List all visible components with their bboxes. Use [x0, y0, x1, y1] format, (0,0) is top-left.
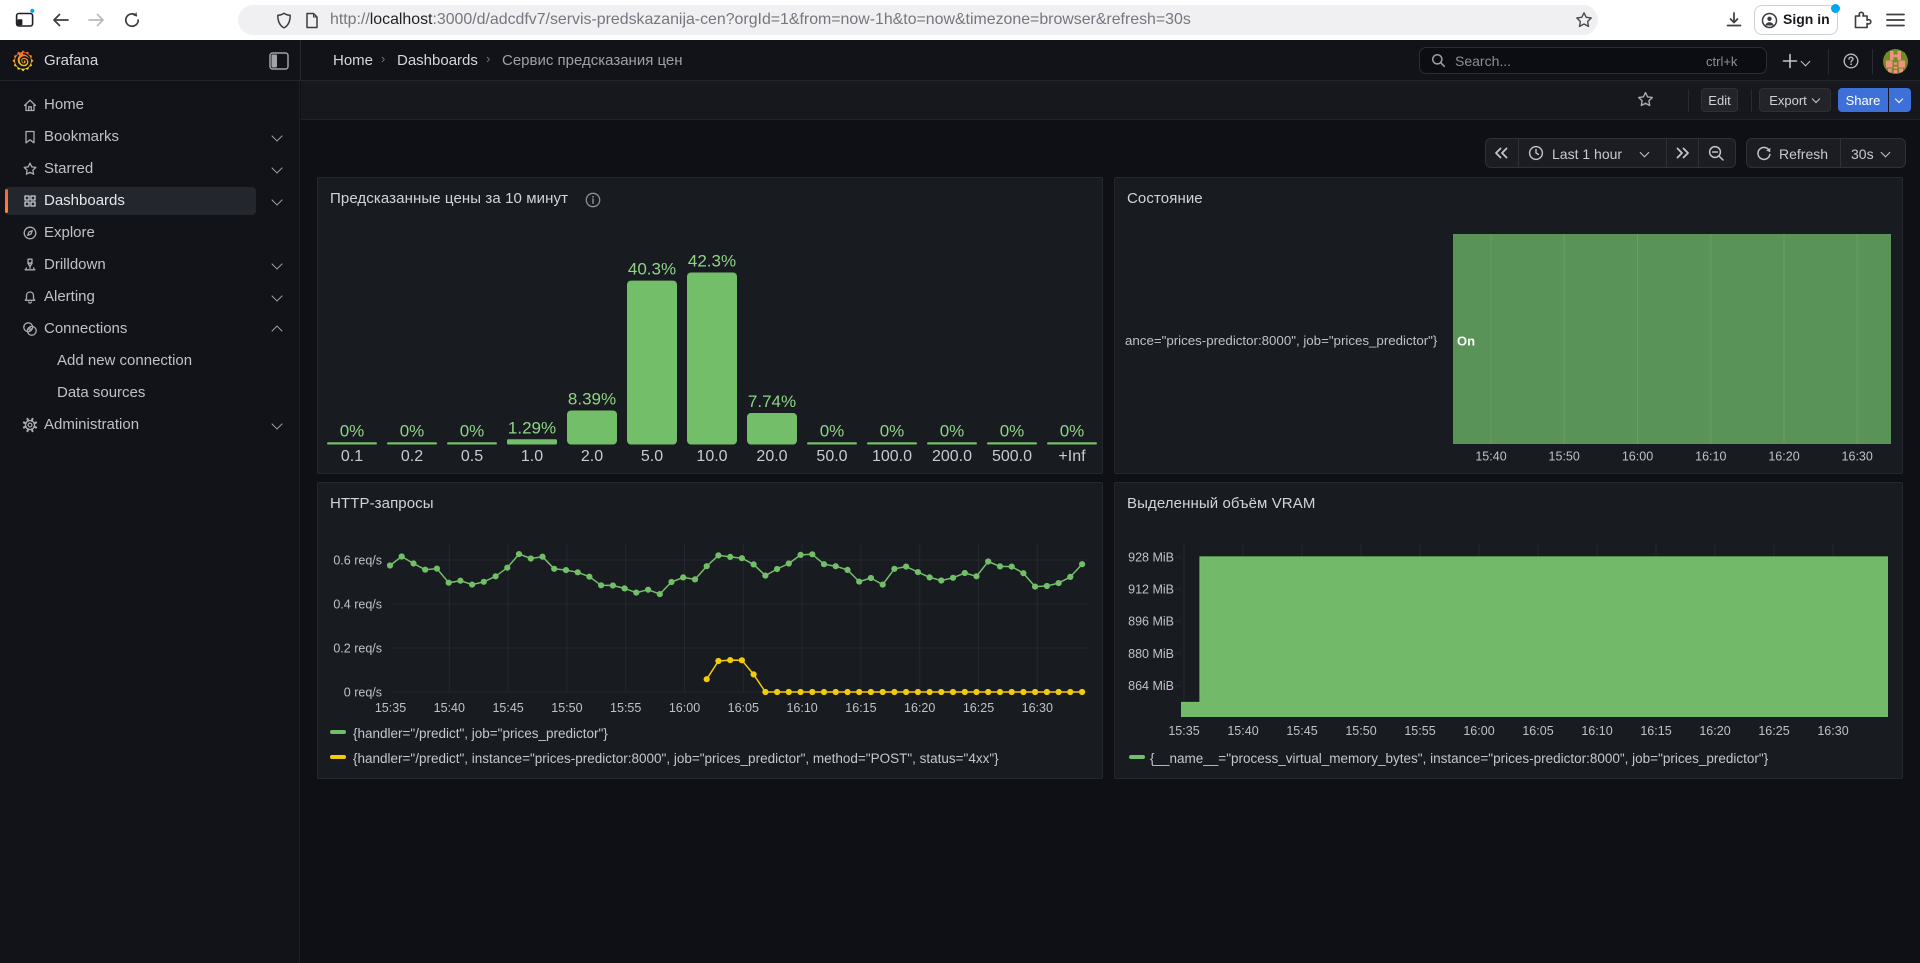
svg-text:16:00: 16:00 — [1622, 450, 1653, 464]
svg-text:1.0: 1.0 — [521, 448, 543, 465]
svg-text:15:35: 15:35 — [1168, 724, 1199, 738]
svg-text:20.0: 20.0 — [756, 448, 787, 465]
svg-text:15:45: 15:45 — [492, 701, 523, 715]
svg-text:16:30: 16:30 — [1022, 701, 1053, 715]
svg-text:16:15: 16:15 — [1640, 724, 1671, 738]
svg-text:15:55: 15:55 — [1404, 724, 1435, 738]
svg-text:200.0: 200.0 — [932, 448, 972, 465]
svg-text:0.1: 0.1 — [341, 448, 363, 465]
svg-text:0.5: 0.5 — [461, 448, 483, 465]
svg-text:0%: 0% — [880, 421, 905, 440]
svg-text:5.0: 5.0 — [641, 448, 663, 465]
svg-text:40.3%: 40.3% — [628, 260, 676, 279]
svg-text:15:50: 15:50 — [551, 701, 582, 715]
svg-text:0.6 req/s: 0.6 req/s — [333, 554, 382, 568]
svg-text:928 MiB: 928 MiB — [1128, 551, 1174, 565]
svg-text:0%: 0% — [400, 421, 425, 440]
svg-text:912 MiB: 912 MiB — [1128, 583, 1174, 597]
svg-text:880 MiB: 880 MiB — [1128, 647, 1174, 661]
svg-text:15:40: 15:40 — [1227, 724, 1258, 738]
svg-text:0.2: 0.2 — [401, 448, 423, 465]
svg-text:50.0: 50.0 — [816, 448, 847, 465]
svg-text:0.2 req/s: 0.2 req/s — [333, 642, 382, 656]
svg-text:0%: 0% — [1060, 421, 1085, 440]
svg-text:2.0: 2.0 — [581, 448, 603, 465]
svg-text:15:40: 15:40 — [434, 701, 465, 715]
svg-text:16:15: 16:15 — [845, 701, 876, 715]
svg-text:0 req/s: 0 req/s — [344, 686, 382, 700]
svg-text:16:05: 16:05 — [728, 701, 759, 715]
svg-text:16:10: 16:10 — [1581, 724, 1612, 738]
svg-text:15:35: 15:35 — [375, 701, 406, 715]
svg-text:500.0: 500.0 — [992, 448, 1032, 465]
svg-text:16:00: 16:00 — [1463, 724, 1494, 738]
svg-text:16:10: 16:10 — [786, 701, 817, 715]
svg-text:16:25: 16:25 — [1758, 724, 1789, 738]
svg-text:0%: 0% — [460, 421, 485, 440]
svg-text:0%: 0% — [1000, 421, 1025, 440]
svg-text:10.0: 10.0 — [696, 448, 727, 465]
svg-text:16:20: 16:20 — [1768, 450, 1799, 464]
svg-text:0.4 req/s: 0.4 req/s — [333, 598, 382, 612]
svg-text:15:45: 15:45 — [1286, 724, 1317, 738]
svg-text:896 MiB: 896 MiB — [1128, 615, 1174, 629]
svg-text:On: On — [1457, 334, 1475, 349]
svg-text:16:10: 16:10 — [1695, 450, 1726, 464]
svg-text:864 MiB: 864 MiB — [1128, 679, 1174, 693]
svg-text:16:20: 16:20 — [1699, 724, 1730, 738]
svg-text:15:40: 15:40 — [1475, 450, 1506, 464]
svg-text:0%: 0% — [340, 421, 365, 440]
svg-text:42.3%: 42.3% — [688, 252, 736, 271]
svg-text:16:05: 16:05 — [1522, 724, 1553, 738]
svg-text:+Inf: +Inf — [1058, 448, 1086, 465]
svg-text:15:50: 15:50 — [1549, 450, 1580, 464]
svg-text:7.74%: 7.74% — [748, 392, 796, 411]
svg-text:ance="prices-predictor:8000",: ance="prices-predictor:8000", job="price… — [1125, 333, 1438, 348]
svg-text:16:25: 16:25 — [963, 701, 994, 715]
svg-text:16:20: 16:20 — [904, 701, 935, 715]
svg-text:16:30: 16:30 — [1842, 450, 1873, 464]
svg-text:8.39%: 8.39% — [568, 390, 616, 409]
svg-text:16:00: 16:00 — [669, 701, 700, 715]
svg-text:15:55: 15:55 — [610, 701, 641, 715]
svg-text:100.0: 100.0 — [872, 448, 912, 465]
svg-text:15:50: 15:50 — [1345, 724, 1376, 738]
svg-text:0%: 0% — [820, 421, 845, 440]
svg-text:0%: 0% — [940, 421, 965, 440]
svg-text:16:30: 16:30 — [1817, 724, 1848, 738]
svg-text:1.29%: 1.29% — [508, 418, 556, 437]
